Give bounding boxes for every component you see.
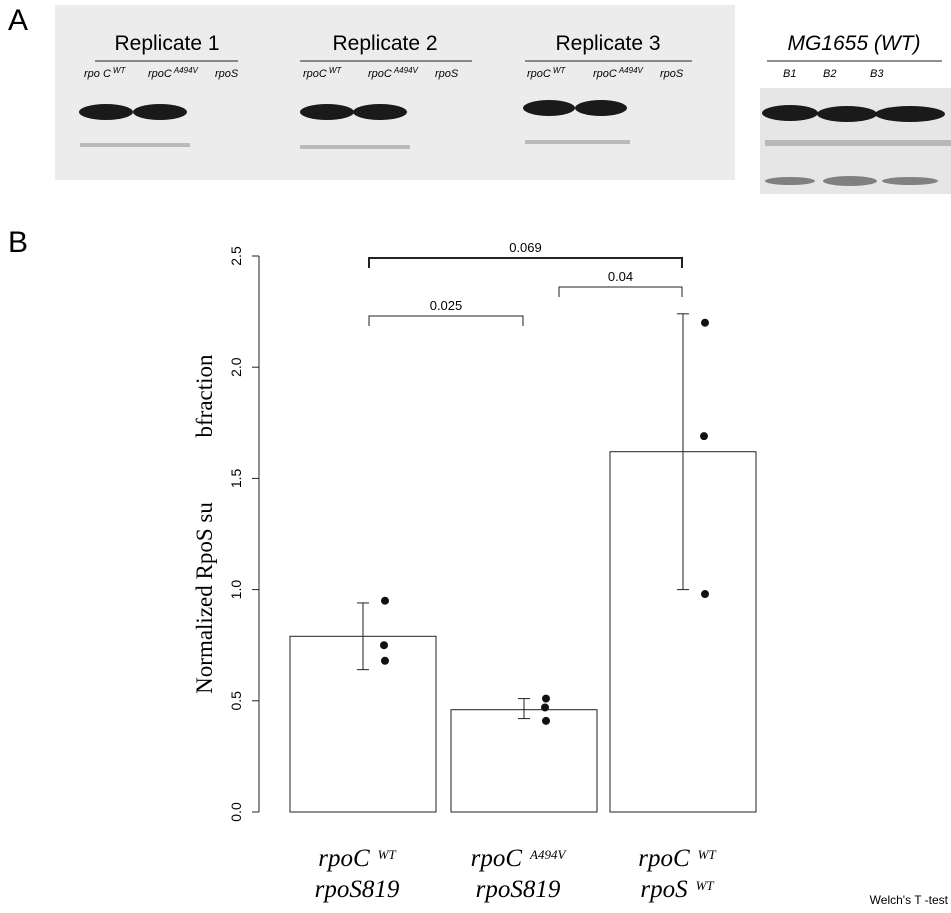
x-tick-label: rpoC WT — [638, 845, 716, 872]
lane-label: rpoS — [660, 68, 684, 80]
category-superscript: WT — [698, 847, 717, 862]
lane-superscript: WT — [553, 66, 567, 75]
lane-name: rpoC — [148, 68, 172, 80]
y-tick-label: 0.5 — [228, 691, 244, 711]
lane-name: rpoS — [215, 68, 239, 80]
category-superscript: WT — [696, 878, 715, 893]
y-tick-label: 1.0 — [228, 580, 244, 600]
data-point — [700, 432, 708, 440]
panel-label: B — [8, 226, 28, 259]
y-tick-label: 2.5 — [228, 246, 244, 266]
data-point — [542, 695, 550, 703]
data-point — [381, 597, 389, 605]
lane-name: rpoS — [660, 68, 684, 80]
blot-title: Replicate 2 — [332, 32, 437, 55]
p-value: 0.069 — [509, 240, 542, 255]
y-tick-label: 1.5 — [228, 468, 244, 488]
x-tick-label: rpoC WT — [318, 845, 396, 872]
lane-label: B3 — [870, 68, 884, 80]
figure: A B Welch's T -test Replicate 1rpo CWTrp… — [0, 0, 951, 913]
category-superscript: A494V — [529, 847, 567, 862]
y-axis-label: bfraction — [192, 354, 217, 438]
p-value: 0.04 — [608, 269, 633, 284]
y-tick-label: 0.0 — [228, 802, 244, 822]
blot-title: MG1655 (WT) — [787, 32, 920, 55]
lane-name: rpoC — [593, 68, 617, 80]
lane-label: B1 — [783, 68, 796, 80]
lane-label: B2 — [823, 68, 836, 80]
data-point — [380, 641, 388, 649]
data-point — [541, 703, 549, 711]
lane-name: B2 — [823, 68, 836, 80]
footnote: Welch's T -test — [870, 893, 949, 907]
bar — [451, 710, 597, 812]
blot-title: Replicate 1 — [114, 32, 219, 55]
category-superscript: WT — [378, 847, 397, 862]
page: {"panel_labels": ["A", "B"], "blots": [ … — [0, 0, 951, 913]
y-axis-label: Normalized RpoS su — [192, 502, 217, 694]
x-tick-label: rpoS WT — [640, 876, 714, 903]
data-point — [381, 657, 389, 665]
lane-name: rpoS — [435, 68, 459, 80]
lane-name: rpoC — [527, 68, 551, 80]
significance-bracket — [559, 287, 682, 297]
lane-superscript: A494V — [393, 66, 419, 75]
p-value: 0.025 — [430, 298, 463, 313]
blot-title: Replicate 3 — [555, 32, 660, 55]
lane-superscript: WT — [329, 66, 343, 75]
data-point — [542, 717, 550, 725]
lane-label: rpoS — [435, 68, 459, 80]
category-name: rpoC — [471, 845, 523, 872]
lane-name: B1 — [783, 68, 796, 80]
significance-bracket — [369, 258, 682, 268]
lane-name: rpoC — [303, 68, 327, 80]
significance-bracket — [369, 316, 523, 326]
x-tick-label: rpoS819 — [315, 876, 400, 903]
lane-superscript: A494V — [618, 66, 644, 75]
x-tick-label: rpoC A494V — [471, 845, 568, 872]
y-tick-label: 2.0 — [228, 357, 244, 377]
data-point — [701, 590, 709, 598]
x-tick-label: rpoS819 — [476, 876, 561, 903]
lane-superscript: WT — [113, 66, 127, 75]
lane-name: rpo C — [84, 68, 111, 80]
category-strain: rpoS819 — [315, 876, 400, 903]
panel-label: A — [8, 4, 28, 37]
category-strain: rpoS819 — [476, 876, 561, 903]
lane-superscript: A494V — [173, 66, 199, 75]
data-point — [701, 319, 709, 327]
category-name: rpoC — [318, 845, 370, 872]
lane-name: B3 — [870, 68, 884, 80]
category-strain: rpoS — [640, 876, 688, 903]
category-name: rpoC — [638, 845, 690, 872]
lane-name: rpoC — [368, 68, 392, 80]
lane-label: rpoS — [215, 68, 239, 80]
